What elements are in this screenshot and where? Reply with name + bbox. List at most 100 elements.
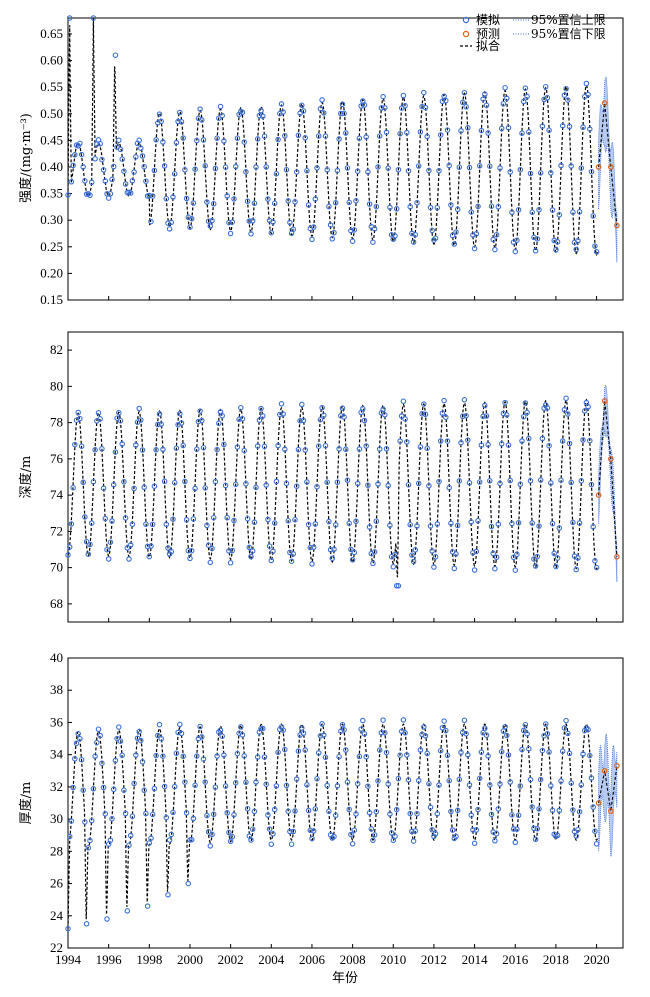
sim-point xyxy=(465,125,471,131)
sim-point xyxy=(321,110,327,116)
sim-point xyxy=(539,747,546,754)
x-tick-label: 2016 xyxy=(502,952,529,967)
sim-point xyxy=(241,139,247,145)
sim-point xyxy=(483,102,490,109)
sim-point xyxy=(488,811,495,818)
sim-point xyxy=(575,238,581,244)
sim-point xyxy=(90,15,97,21)
sim-point xyxy=(248,553,254,560)
sim-point xyxy=(448,520,454,527)
sim-point xyxy=(338,110,344,117)
sim-point xyxy=(249,826,256,832)
sim-point xyxy=(439,98,446,105)
sim-point xyxy=(498,748,505,755)
y-tick-label: 28 xyxy=(50,843,63,858)
sim-point xyxy=(400,92,407,99)
sim-point xyxy=(339,101,346,108)
sim-point xyxy=(393,806,400,813)
sim-point xyxy=(183,195,190,202)
sim-point xyxy=(231,517,237,524)
sim-point xyxy=(531,825,537,832)
sim-point xyxy=(366,201,373,207)
sim-point xyxy=(522,85,529,91)
sim-point xyxy=(87,541,93,548)
sim-point xyxy=(376,133,383,139)
sim-point xyxy=(471,840,478,847)
sim-point xyxy=(171,171,178,177)
sim-point xyxy=(502,84,508,91)
sim-point xyxy=(570,807,576,813)
sim-point xyxy=(107,539,114,545)
sim-point xyxy=(273,478,280,485)
sim-point xyxy=(207,843,214,849)
sim-point xyxy=(553,563,559,570)
sim-point xyxy=(99,446,105,452)
sim-point xyxy=(548,170,554,176)
sim-point xyxy=(155,732,161,739)
sim-point xyxy=(488,203,495,209)
pred-point xyxy=(614,222,620,229)
sim-point xyxy=(163,814,170,821)
sim-point xyxy=(110,481,117,488)
sim-point xyxy=(551,550,557,557)
sim-point xyxy=(77,735,83,742)
sim-point xyxy=(385,165,391,171)
sim-point xyxy=(148,543,154,549)
sim-point xyxy=(227,560,234,566)
y-tick-label: 0.40 xyxy=(40,159,63,174)
sim-point xyxy=(358,103,364,109)
sim-point xyxy=(331,833,337,840)
sim-point xyxy=(559,438,566,444)
sim-point xyxy=(158,735,164,742)
sim-point xyxy=(133,154,139,160)
sim-point xyxy=(517,783,524,789)
sim-point xyxy=(271,200,278,207)
sim-point xyxy=(432,554,439,560)
sim-point xyxy=(512,248,519,255)
sim-point xyxy=(165,545,171,551)
sim-point xyxy=(522,721,529,728)
sim-point xyxy=(534,236,541,242)
sim-point xyxy=(482,725,488,731)
sim-point xyxy=(568,163,574,169)
sim-point xyxy=(592,243,598,249)
sim-point xyxy=(104,916,110,922)
sim-point xyxy=(397,131,403,137)
sim-point xyxy=(588,168,595,175)
sim-point xyxy=(324,782,330,789)
sim-point xyxy=(514,826,520,832)
panel-1-ylabel: 强度/(mg·m⁻³) xyxy=(18,113,34,203)
sim-point xyxy=(383,749,390,756)
sim-point xyxy=(336,136,342,142)
sim-point xyxy=(224,514,230,521)
sim-point xyxy=(256,417,263,423)
sim-point xyxy=(353,197,359,204)
sim-point xyxy=(292,808,298,814)
sim-point xyxy=(234,444,241,450)
sim-point xyxy=(210,201,217,207)
sim-point xyxy=(529,804,535,810)
sim-point xyxy=(410,239,417,245)
sim-point xyxy=(409,828,415,835)
sim-point xyxy=(554,239,561,245)
sim-point xyxy=(338,413,344,419)
sim-point xyxy=(429,827,435,833)
sim-point xyxy=(305,521,312,528)
sim-point xyxy=(346,199,352,206)
sim-point xyxy=(441,397,447,404)
sim-point xyxy=(241,447,247,454)
sim-point xyxy=(436,782,442,788)
sim-point xyxy=(341,727,347,733)
sim-point xyxy=(392,833,398,839)
sim-point xyxy=(593,841,600,847)
sim-point xyxy=(275,749,281,756)
sim-point xyxy=(246,218,253,224)
sim-point xyxy=(88,179,95,186)
x-tick-label: 2006 xyxy=(299,952,326,967)
sim-point xyxy=(339,405,346,412)
sim-point xyxy=(487,782,493,788)
sim-point xyxy=(209,217,215,224)
sim-point xyxy=(520,413,527,420)
sim-point xyxy=(539,435,546,442)
